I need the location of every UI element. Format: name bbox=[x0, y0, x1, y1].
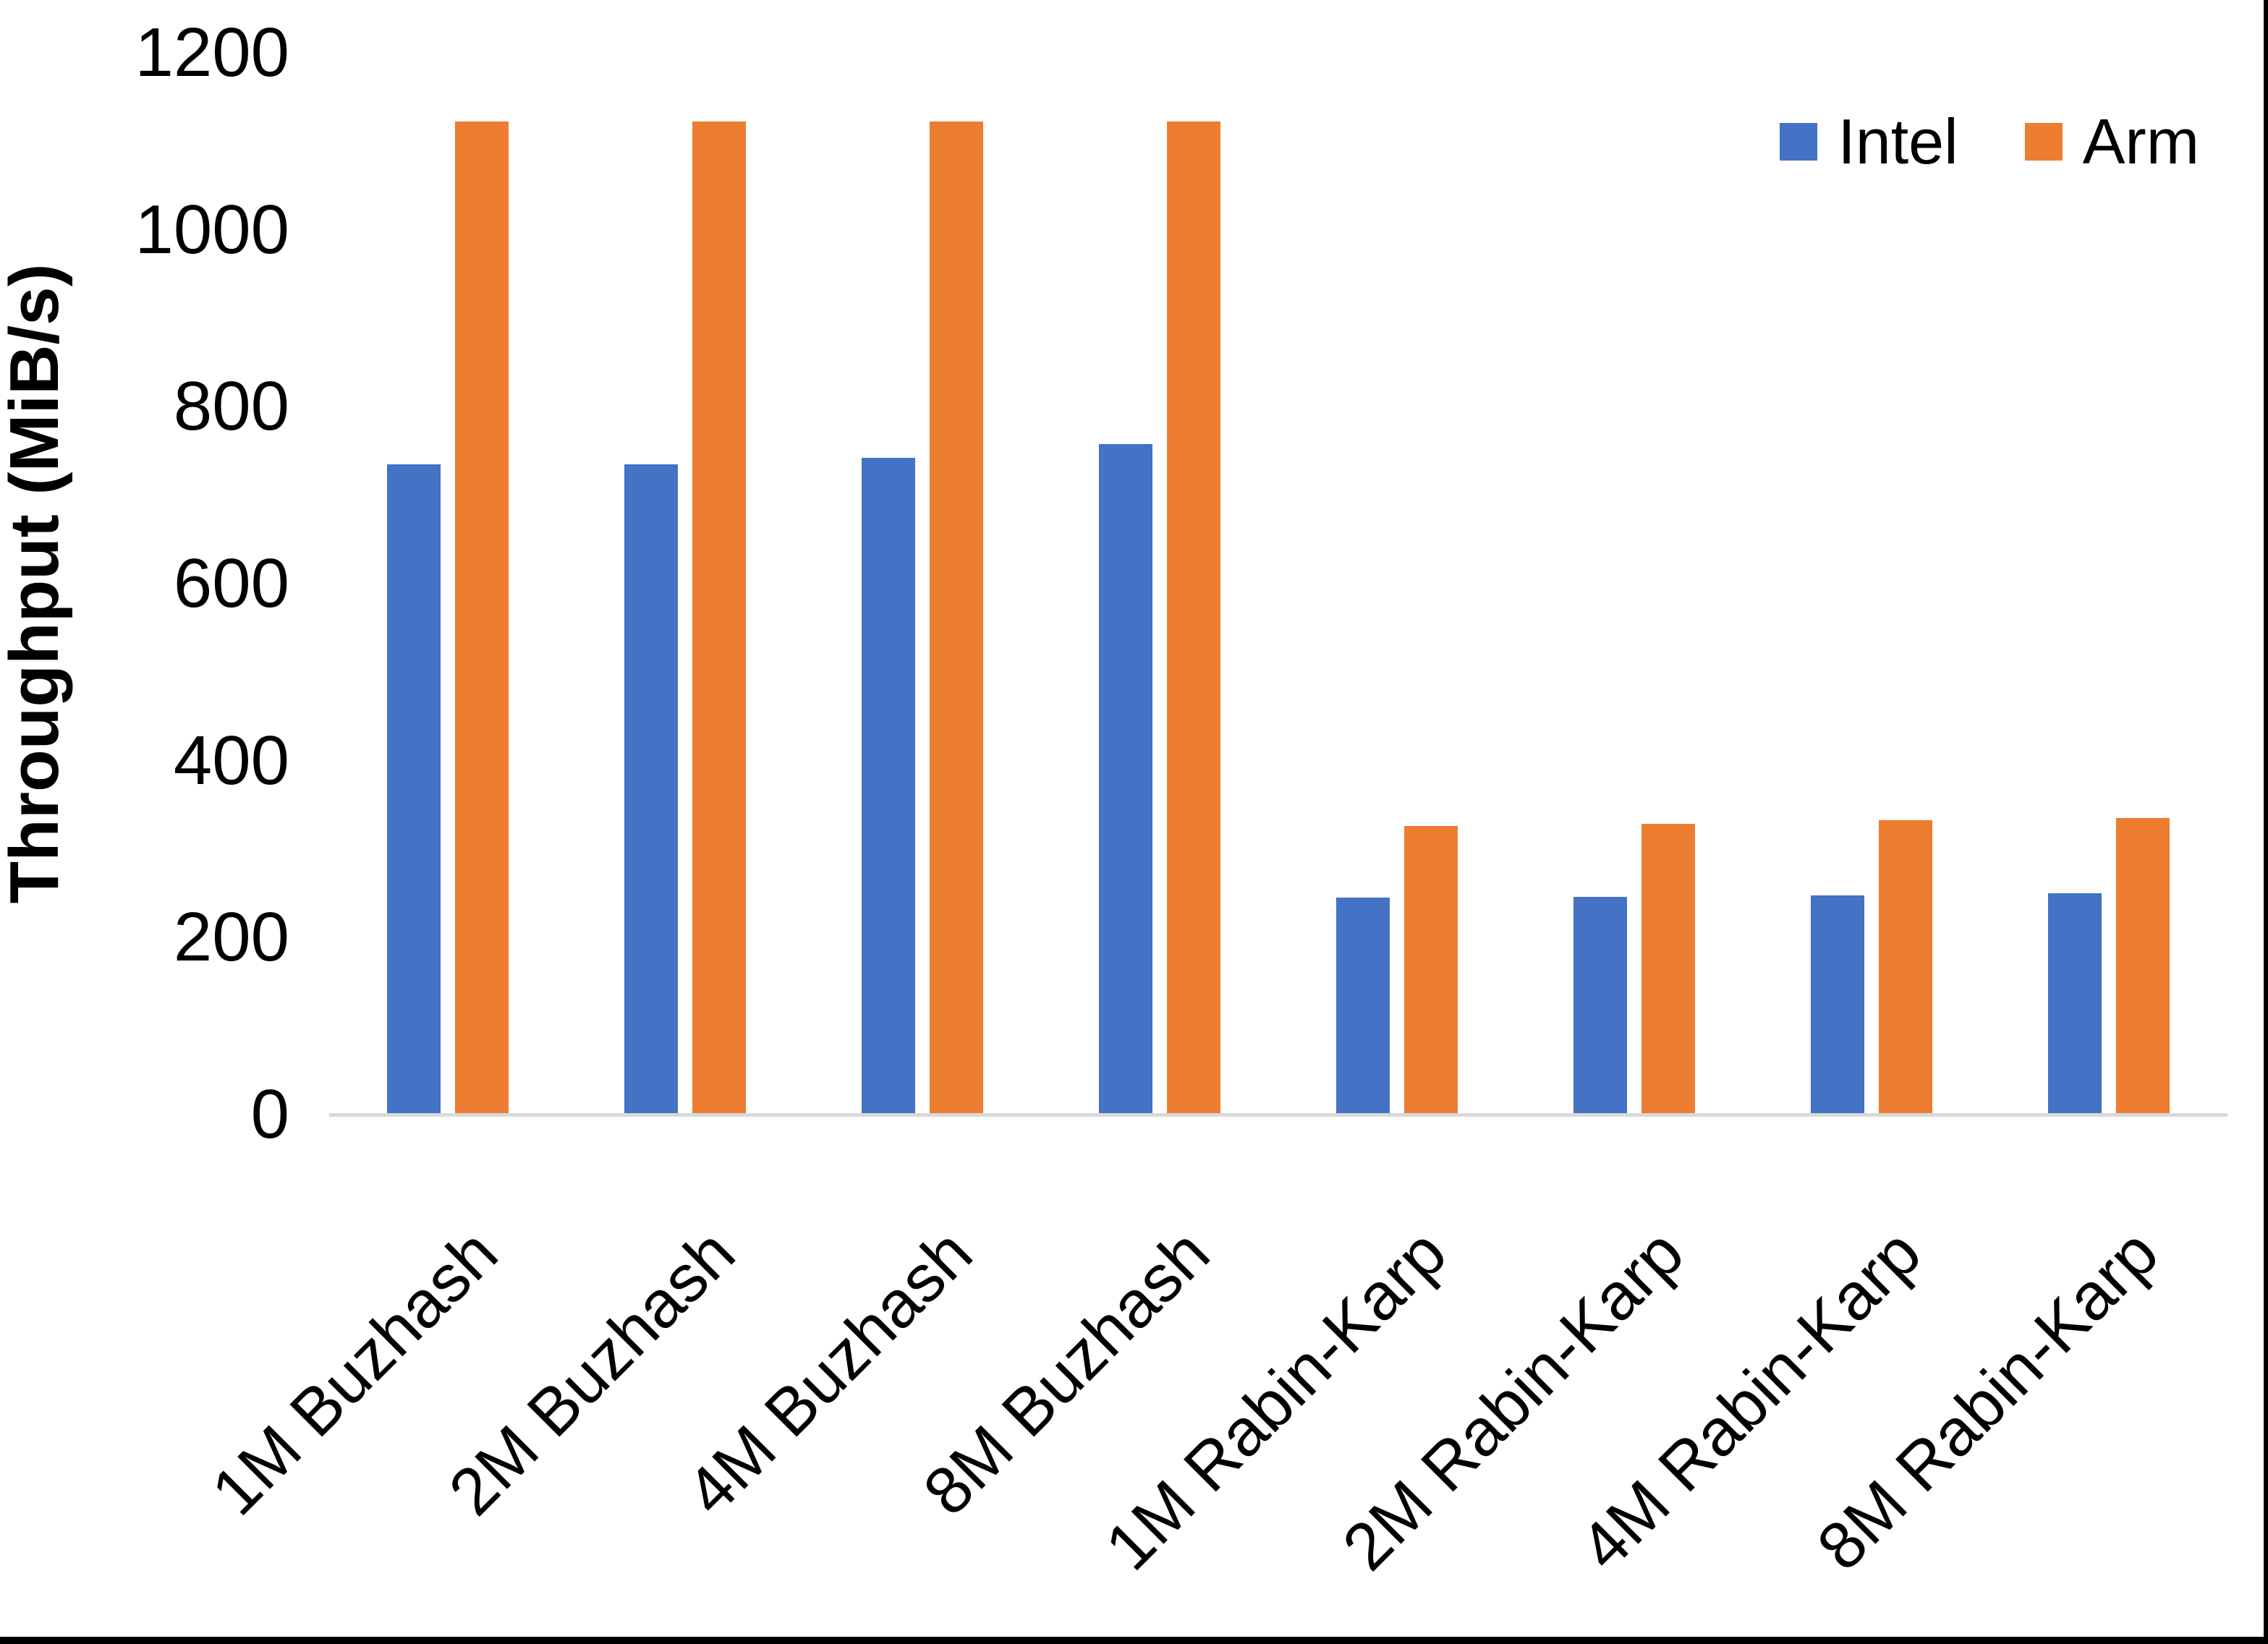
y-tick-label-1000: 1000 bbox=[135, 190, 289, 268]
legend-swatch-arm bbox=[2024, 123, 2063, 161]
bar-arm-2m-rabin-karp bbox=[1641, 824, 1695, 1115]
y-tick-label-1200: 1200 bbox=[135, 14, 289, 91]
bar-arm-4m-rabin-karp bbox=[1879, 820, 1932, 1115]
bar-arm-8m-buzhash bbox=[1167, 122, 1220, 1115]
right-border bbox=[2264, 0, 2268, 1644]
y-tick-label-200: 200 bbox=[173, 898, 289, 976]
bar-intel-4m-buzhash bbox=[862, 458, 915, 1115]
bar-arm-4m-buzhash bbox=[930, 122, 983, 1115]
bar-arm-8m-rabin-karp bbox=[2116, 818, 2170, 1115]
bar-intel-2m-buzhash bbox=[624, 464, 678, 1115]
bar-intel-8m-buzhash bbox=[1099, 444, 1152, 1115]
bar-intel-1m-rabin-karp bbox=[1336, 898, 1390, 1115]
y-tick-label-800: 800 bbox=[173, 367, 289, 446]
y-tick-label-600: 600 bbox=[173, 545, 289, 622]
bottom-border bbox=[0, 1637, 2268, 1644]
legend-item-arm[interactable]: Arm bbox=[2024, 106, 2199, 177]
bar-intel-4m-rabin-karp bbox=[1811, 895, 1864, 1115]
legend-label-arm: Arm bbox=[2082, 106, 2199, 177]
bar-arm-1m-buzhash bbox=[455, 122, 509, 1115]
bar-arm-2m-buzhash bbox=[692, 122, 746, 1115]
bar-arm-1m-rabin-karp bbox=[1404, 826, 1458, 1115]
bar-intel-1m-buzhash bbox=[387, 464, 441, 1115]
bar-intel-8m-rabin-karp bbox=[2048, 893, 2102, 1115]
y-tick-label-400: 400 bbox=[173, 721, 289, 799]
bar-intel-2m-rabin-karp bbox=[1573, 897, 1627, 1115]
legend-swatch-intel bbox=[1780, 123, 1818, 161]
legend: Intel Arm bbox=[1780, 110, 2199, 174]
x-axis-line bbox=[329, 1113, 2227, 1117]
legend-label-intel: Intel bbox=[1838, 106, 1958, 177]
legend-item-intel[interactable]: Intel bbox=[1780, 110, 1958, 174]
y-tick-label-0: 0 bbox=[250, 1076, 289, 1153]
